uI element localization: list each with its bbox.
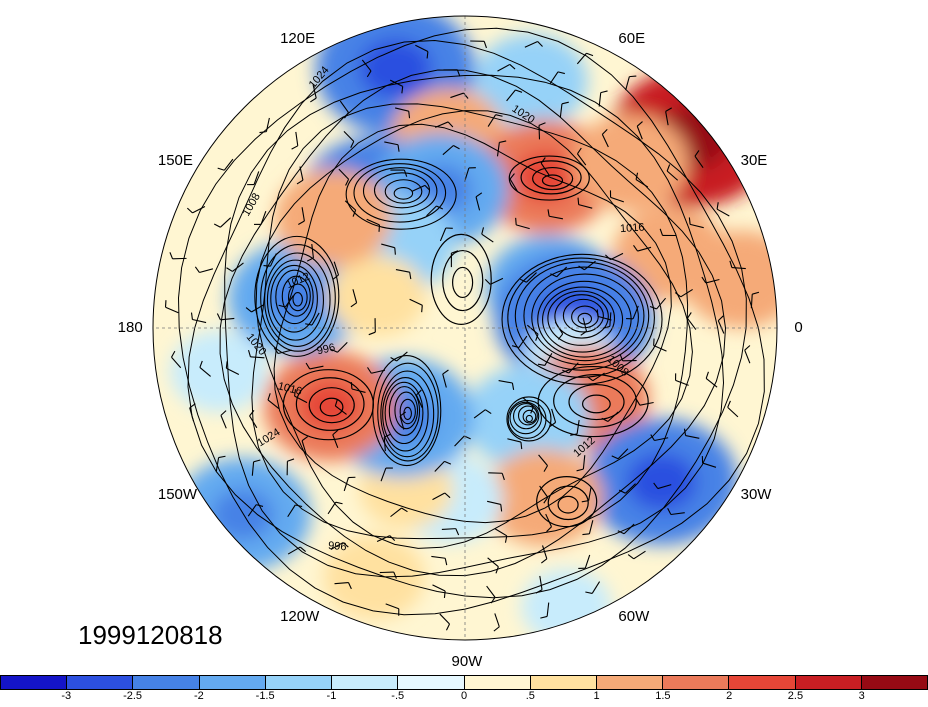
longitude-label: 90E bbox=[452, 0, 479, 2]
longitude-label: 60W bbox=[618, 608, 649, 625]
colorbar-bin bbox=[398, 676, 464, 689]
longitude-label: 0 bbox=[794, 319, 802, 336]
anomaly-patch bbox=[328, 255, 426, 337]
colorbar-tick-labels: -3 -2.5 -2 -1.5 -1 -.5 0 .5 1 1.5 2 2.5 3 bbox=[0, 690, 928, 702]
longitude-label: 150E bbox=[158, 152, 193, 169]
longitude-label: 120W bbox=[280, 608, 319, 625]
colorbar-tick-label: 2.5 bbox=[788, 690, 803, 702]
colorbar-bin bbox=[1, 676, 67, 689]
colorbar-tick-label: -2.5 bbox=[123, 690, 142, 702]
longitude-label: 120E bbox=[280, 30, 315, 47]
isobar-label: 1016 bbox=[620, 221, 645, 235]
colorbar-bin bbox=[200, 676, 266, 689]
timestamp-label: 1999120818 bbox=[78, 620, 223, 651]
colorbar-tick-label: 0 bbox=[461, 690, 467, 702]
colorbar-bin bbox=[862, 676, 927, 689]
colorbar-bin bbox=[67, 676, 133, 689]
anomaly-patch bbox=[521, 569, 611, 644]
anomaly-core bbox=[627, 453, 697, 510]
colorbar-bin bbox=[531, 676, 597, 689]
anomaly-patch bbox=[683, 230, 800, 328]
isobar-label: 996 bbox=[328, 540, 347, 554]
colorbar-tick-label: 3 bbox=[859, 690, 865, 702]
anomaly-patch bbox=[572, 114, 689, 212]
colorbar-tick-label: -1 bbox=[327, 690, 337, 702]
colorbar-tick-label: 2 bbox=[726, 690, 732, 702]
colorbar-bin bbox=[266, 676, 332, 689]
longitude-label: 30E bbox=[741, 152, 768, 169]
colorbar-tick-label: 1.5 bbox=[655, 690, 670, 702]
colorbar bbox=[0, 675, 928, 690]
colorbar-bin bbox=[597, 676, 663, 689]
colorbar-tick-label: -.5 bbox=[391, 690, 404, 702]
longitude-label: 60E bbox=[618, 30, 645, 47]
anomaly-patch bbox=[486, 449, 603, 547]
colorbar-bin bbox=[729, 676, 795, 689]
colorbar-bin bbox=[133, 676, 199, 689]
colorbar-tick-label: 1 bbox=[594, 690, 600, 702]
longitude-label: 180 bbox=[118, 319, 143, 336]
colorbar-bin bbox=[663, 676, 729, 689]
colorbar-tick-label: .5 bbox=[526, 690, 535, 702]
colorbar-tick-label: -2 bbox=[194, 690, 204, 702]
colorbar-bin bbox=[796, 676, 862, 689]
colorbar-bin bbox=[332, 676, 398, 689]
longitude-label: 90W bbox=[452, 653, 483, 670]
colorbar-tick-label: -1.5 bbox=[256, 690, 275, 702]
colorbar-tick-label: -3 bbox=[61, 690, 71, 702]
longitude-label: 150W bbox=[158, 486, 197, 503]
colorbar-bin bbox=[465, 676, 531, 689]
longitude-label: 30W bbox=[741, 486, 772, 503]
